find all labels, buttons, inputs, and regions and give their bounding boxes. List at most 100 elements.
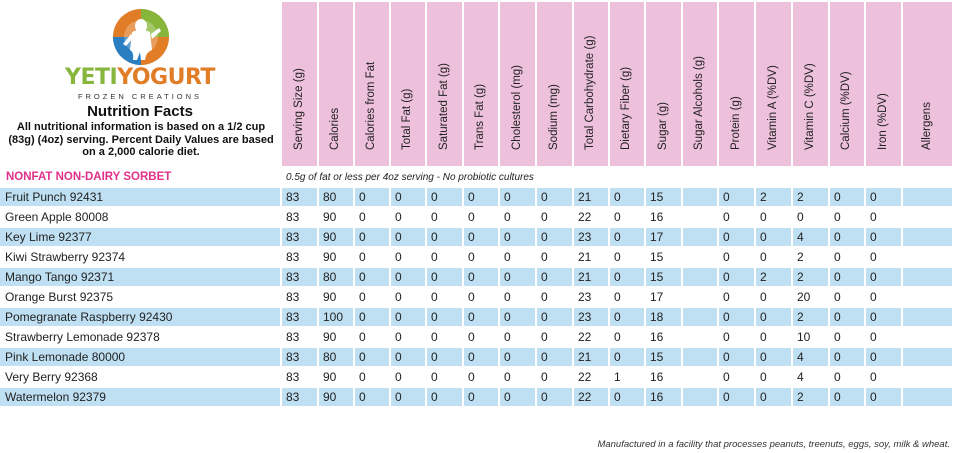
table-cell: 0 [756,348,791,366]
table-cell [903,248,952,266]
table-cell: 22 [578,370,592,384]
table-cell [683,348,717,366]
column-header-label: Iron (%DV) [876,93,889,150]
table-cell: 0 [723,370,730,384]
table-cell: 0 [610,388,644,406]
brand-name-part1: YETI [65,65,118,90]
flavor-name: Very Berry 92368 [5,370,98,384]
table-cell: 0 [614,210,621,224]
column-header: Total Carbohydrate (g) [574,2,608,166]
table-cell: 0 [610,348,644,366]
table-cell: 4 [793,348,828,366]
table-cell: 0 [834,330,841,344]
table-cell: 0 [464,308,498,326]
table-row: Watermelon 92379 83 90 0 0 0 0 0 0 22 0 16 0 0 2 0 0 [0,388,956,406]
table-cell: 0 [541,290,548,304]
table-row: Pink Lemonade 80000 83 80 0 0 0 0 0 0 21 0 15 0 0 4 0 0 [0,348,956,366]
table-cell: 0 [866,268,901,286]
column-header-label: Saturated Fat (g) [437,63,450,150]
table-cell: 83 [286,210,300,224]
table-cell: 80 [319,188,353,206]
table-cell: 22 [578,330,592,344]
table-cell: 0 [431,370,438,384]
table-cell: 4 [793,228,828,246]
column-header-label: Calories [329,107,341,150]
table-cell: 0 [427,348,462,366]
table-cell: 22 [574,388,608,406]
flavor-name: Key Lime 92377 [0,228,280,246]
table-cell: 21 [574,348,608,366]
brand-tagline: FROZEN CREATIONS [77,92,203,101]
table-cell: 2 [756,188,791,206]
flavor-name: Pomegranate Raspberry 92430 [0,308,280,326]
column-header-label: Sodium (mg) [547,84,560,150]
table-cell: 0 [500,188,535,206]
flavor-name: Fruit Punch 92431 [0,188,280,206]
table-cell: 0 [541,210,548,224]
table-cell: 0 [500,228,535,246]
table-cell: 90 [323,250,337,264]
table-cell: 0 [834,290,841,304]
table-cell: 0 [464,228,498,246]
table-cell: 0 [870,370,877,384]
table-cell: 0 [391,228,425,246]
table-row: Green Apple 80008 83 90 0 0 0 0 0 0 22 0 16 0 0 0 0 0 [0,208,956,226]
table-cell: 0 [723,210,730,224]
column-header-label: Total Carbohydrate (g) [584,35,596,150]
table-cell: 23 [574,228,608,246]
table-cell: 83 [282,308,317,326]
table-cell: 0 [719,268,754,286]
table-row: Pomegranate Raspberry 92430 83 100 0 0 0 0 0 0 23… [0,308,956,326]
table-cell: 0 [395,370,402,384]
table-cell: 0 [723,250,730,264]
table-cell: 2 [793,388,828,406]
table-cell: 0 [504,330,511,344]
column-header-label: Vitamin A (%DV) [766,65,779,150]
table-cell: 0 [756,228,791,246]
table-cell: 0 [541,330,548,344]
table-cell: 90 [323,370,337,384]
table-cell: 0 [830,228,864,246]
table-cell: 0 [866,308,901,326]
column-header-label: Vitamin C (%DV) [803,63,816,150]
column-header-label: Serving Size (g) [292,68,305,150]
table-cell: 16 [650,370,664,384]
table-cell: 0 [866,388,901,406]
table-cell: 0 [797,210,804,224]
table-cell: 0 [830,388,864,406]
allergen-footer: Manufactured in a facility that processe… [597,439,950,450]
table-cell: 0 [391,388,425,406]
table-cell: 1 [614,370,621,384]
table-cell: 16 [646,388,681,406]
table-cell: 0 [719,388,754,406]
table-cell: 0 [614,330,621,344]
column-header: Total Fat (g) [391,2,425,166]
table-cell: 2 [793,188,828,206]
table-row: Very Berry 92368 83 90 0 0 0 0 0 0 22 1 16 0 0 4 0 0 [0,368,956,386]
table-cell: 0 [431,290,438,304]
table-cell [683,268,717,286]
table-cell: 0 [756,388,791,406]
table-cell: 83 [282,228,317,246]
table-cell: 0 [468,250,475,264]
table-cell: 0 [610,308,644,326]
table-cell: 0 [537,188,572,206]
table-cell: 0 [468,210,475,224]
table-cell [683,328,717,346]
table-cell: 0 [719,188,754,206]
table-cell: 100 [319,308,353,326]
table-cell: 16 [650,210,664,224]
table-cell: 2 [793,268,828,286]
brand-name-part2: YOGURT [117,65,215,90]
table-cell: 0 [468,330,475,344]
table-cell: 0 [866,348,901,366]
column-header: Calcium (%DV) [830,2,864,166]
table-cell: 0 [427,388,462,406]
table-cell: 0 [537,228,572,246]
table-cell: 0 [395,210,402,224]
column-header-label: Allergens [920,102,933,150]
table-cell: 18 [646,308,681,326]
table-row: Mango Tango 92371 83 80 0 0 0 0 0 0 21 0 15 0 2 2 0 0 [0,268,956,286]
table-cell: 16 [650,330,664,344]
table-cell: 0 [355,388,389,406]
